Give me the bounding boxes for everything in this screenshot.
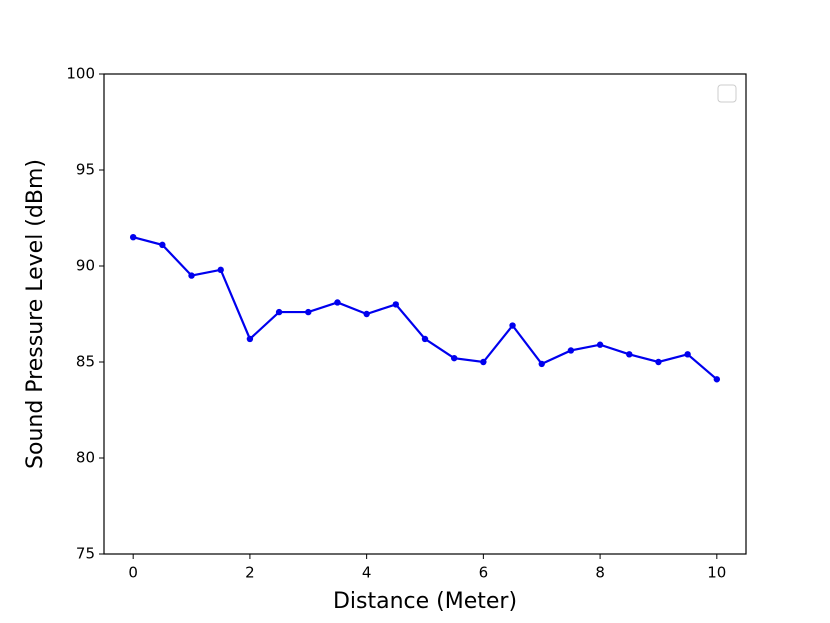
x-tick-label: 10: [707, 564, 726, 582]
data-point: [334, 299, 341, 306]
x-axis-label: Distance (Meter): [333, 589, 517, 614]
data-point: [129, 234, 137, 241]
x-tick-label: 8: [595, 564, 605, 582]
x-tick-label: 6: [479, 564, 489, 582]
data-point: [275, 308, 283, 316]
data-point: [713, 376, 721, 383]
data-point: [305, 308, 312, 316]
data-point: [480, 358, 487, 366]
data-point: [363, 310, 370, 318]
y-tick-label: 75: [76, 545, 95, 563]
y-tick-label: 100: [66, 65, 95, 83]
legend-box: [717, 84, 737, 103]
data-point: [538, 360, 545, 368]
series-line: [132, 236, 718, 381]
data-point: [246, 335, 254, 343]
x-tick-label: 2: [245, 564, 255, 582]
plot-frame: [103, 73, 747, 555]
data-point: [159, 241, 166, 249]
data-point: [655, 358, 662, 366]
data-point: [626, 351, 633, 358]
data-point: [567, 347, 575, 354]
data-point: [392, 301, 400, 308]
data-point: [684, 351, 691, 358]
y-tick-label: 90: [76, 257, 95, 275]
y-tick-label: 85: [76, 353, 95, 371]
data-point: [509, 322, 516, 329]
x-tick-label: 0: [128, 564, 138, 582]
y-tick-label: 95: [76, 161, 95, 179]
data-point: [217, 266, 224, 274]
y-axis-label: Sound Pressure Level (dBm): [23, 159, 48, 469]
x-tick-label: 4: [362, 564, 372, 582]
y-tick-label: 80: [76, 449, 95, 467]
data-point: [596, 341, 604, 348]
data-point: [450, 354, 458, 362]
data-point: [188, 272, 195, 279]
data-point: [421, 335, 429, 343]
